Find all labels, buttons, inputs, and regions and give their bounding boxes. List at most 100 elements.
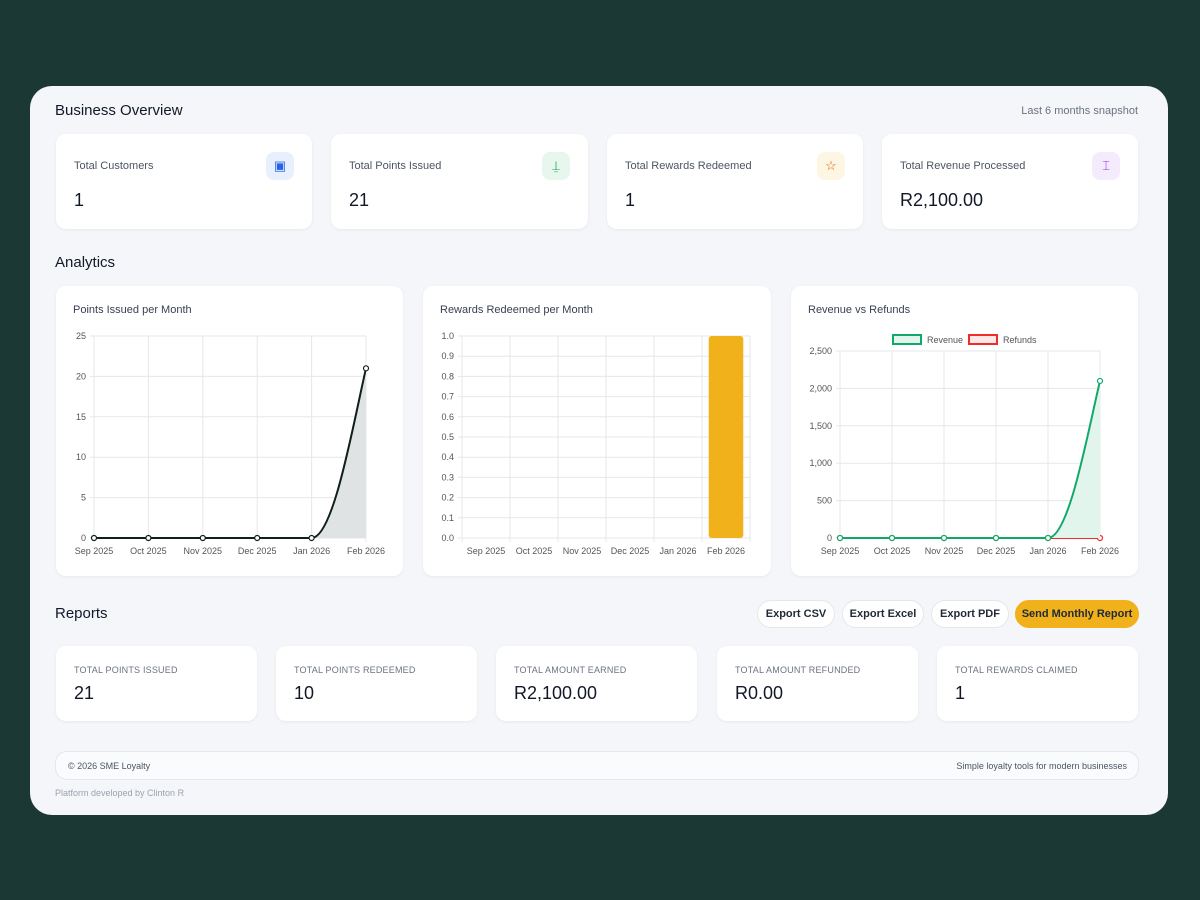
stat-label: TOTAL AMOUNT REFUNDED xyxy=(735,665,861,675)
bar xyxy=(708,336,744,538)
id-badge-icon: ▣ xyxy=(266,152,294,180)
y-tick-label: 10 xyxy=(76,452,86,462)
revenue-refunds-chart: Revenue vs Refunds 0 500 1,000 1,500 2,000 2,… xyxy=(791,286,1138,576)
data-point xyxy=(254,534,261,542)
y-tick-label: 500 xyxy=(817,496,832,506)
kpi-label: Total Revenue Processed xyxy=(900,160,1026,172)
data-point xyxy=(1044,534,1052,542)
x-tick-label: Nov 2025 xyxy=(925,546,964,556)
export-pdf-button[interactable]: Export PDF xyxy=(931,600,1009,628)
kpi-value: R2,100.00 xyxy=(900,190,984,210)
kpi-label: Total Rewards Redeemed xyxy=(625,160,752,172)
y-tick-label: 0.4 xyxy=(441,452,454,462)
x-tick-label: Sep 2025 xyxy=(467,546,506,556)
y-tick-label: 0.6 xyxy=(441,412,454,422)
report-stat-points-issued: TOTAL POINTS ISSUED 21 xyxy=(56,646,257,721)
y-tick-label: 2,500 xyxy=(809,346,832,356)
report-stat-points-redeemed: TOTAL POINTS REDEEMED 10 xyxy=(276,646,477,721)
x-tick-label: Oct 2025 xyxy=(130,546,167,556)
reports-title: Reports xyxy=(55,605,108,622)
y-tick-label: 1,500 xyxy=(809,421,832,431)
kpi-total-points-issued: Total Points Issued 21 ⍊ xyxy=(331,134,588,229)
x-tick-label: Oct 2025 xyxy=(516,546,553,556)
stat-value: 21 xyxy=(74,683,95,703)
footer-copyright: © 2026 SME Loyalty xyxy=(68,761,151,771)
kpi-label: Total Points Issued xyxy=(349,160,442,172)
y-tick-label: 5 xyxy=(81,493,86,503)
y-tick-label: 1.0 xyxy=(441,331,454,341)
chart-svg: 0.0 0.1 0.2 0.3 0.4 0.5 0.6 0.7 0.8 0.9 1.0 Sep 202… xyxy=(441,331,751,556)
data-point xyxy=(145,534,152,542)
report-stat-rewards-claimed: TOTAL REWARDS CLAIMED 1 xyxy=(937,646,1138,721)
data-point xyxy=(199,534,206,542)
legend-swatch xyxy=(892,334,922,345)
kpi-total-rewards-redeemed: Total Rewards Redeemed 1 ☆ xyxy=(607,134,863,229)
x-tick-label: Feb 2026 xyxy=(707,546,745,556)
overview-subtitle: Last 6 months snapshot xyxy=(1021,105,1138,117)
overview-title: Business Overview xyxy=(55,102,183,119)
export-csv-button[interactable]: Export CSV xyxy=(757,600,835,628)
area-fill xyxy=(94,368,366,538)
y-tick-label: 0.3 xyxy=(441,472,454,482)
rewards-redeemed-chart: Rewards Redeemed per Month 0.0 0.1 0.2 0.3 0… xyxy=(423,286,771,576)
data-point xyxy=(362,365,370,372)
data-point xyxy=(940,534,948,542)
x-tick-label: Jan 2026 xyxy=(293,546,330,556)
y-tick-label: 0.0 xyxy=(441,533,454,543)
legend-label: Revenue xyxy=(927,335,963,345)
y-tick-label: 0.8 xyxy=(441,371,454,381)
data-point xyxy=(888,534,896,542)
developer-credit: Platform developed by Clinton R xyxy=(55,788,185,798)
data-point xyxy=(992,534,1000,542)
send-monthly-report-button[interactable]: Send Monthly Report xyxy=(1015,600,1139,628)
x-tick-label: Feb 2026 xyxy=(1081,546,1119,556)
legend-label: Refunds xyxy=(1003,335,1037,345)
star-icon: ☆ xyxy=(817,152,845,180)
footer-tagline: Simple loyalty tools for modern business… xyxy=(956,761,1127,771)
chart-svg: 0 5 10 15 20 25 Sep 2025 Oct 2025 Nov 2025 Dec 20… xyxy=(75,331,385,556)
report-stat-amount-earned: TOTAL AMOUNT EARNED R2,100.00 xyxy=(496,646,697,721)
split-icon: ⌶ xyxy=(1092,152,1120,180)
kpi-value: 21 xyxy=(349,190,370,210)
bell-icon: ⍊ xyxy=(542,152,570,180)
kpi-total-revenue: Total Revenue Processed R2,100.00 ⌶ xyxy=(882,134,1138,229)
x-tick-label: Dec 2025 xyxy=(977,546,1016,556)
stat-label: TOTAL POINTS REDEEMED xyxy=(294,665,416,675)
x-tick-label: Jan 2026 xyxy=(1029,546,1066,556)
stat-label: TOTAL REWARDS CLAIMED xyxy=(955,665,1078,675)
stat-value: 1 xyxy=(955,683,966,703)
chart-title: Points Issued per Month xyxy=(73,304,192,316)
y-tick-label: 25 xyxy=(76,331,86,341)
export-excel-button[interactable]: Export Excel xyxy=(842,600,924,628)
y-tick-label: 2,000 xyxy=(809,383,832,393)
y-tick-label: 0.7 xyxy=(441,392,454,402)
data-point xyxy=(1096,377,1104,385)
x-tick-label: Nov 2025 xyxy=(563,546,602,556)
series-line xyxy=(94,368,367,539)
kpi-label: Total Customers xyxy=(74,160,154,172)
x-tick-label: Sep 2025 xyxy=(75,546,114,556)
y-tick-label: 0.5 xyxy=(441,432,454,442)
y-tick-label: 15 xyxy=(76,412,86,422)
analytics-title: Analytics xyxy=(55,254,116,271)
stat-label: TOTAL POINTS ISSUED xyxy=(74,665,178,675)
y-tick-label: 0.2 xyxy=(441,493,454,503)
y-tick-label: 0 xyxy=(81,533,86,543)
data-point xyxy=(90,534,98,542)
stat-value: 10 xyxy=(294,683,315,703)
data-point xyxy=(308,534,315,542)
y-tick-label: 0 xyxy=(827,533,832,543)
chart-svg: 0 500 1,000 1,500 2,000 2,500 Sep 2025 Oct 2025… xyxy=(809,334,1119,556)
kpi-value: 1 xyxy=(625,190,636,210)
kpi-value: 1 xyxy=(74,190,85,210)
y-tick-label: 20 xyxy=(76,371,86,381)
stat-value: R2,100.00 xyxy=(514,683,598,703)
chart-title: Revenue vs Refunds xyxy=(808,304,911,316)
dashboard-panel: Business Overview Last 6 months snapshot… xyxy=(30,86,1168,815)
area-fill xyxy=(840,380,1100,538)
y-tick-label: 0.9 xyxy=(441,351,454,361)
stat-value: R0.00 xyxy=(735,683,784,703)
x-tick-label: Jan 2026 xyxy=(659,546,696,556)
x-tick-label: Dec 2025 xyxy=(611,546,650,556)
x-tick-label: Oct 2025 xyxy=(874,546,911,556)
